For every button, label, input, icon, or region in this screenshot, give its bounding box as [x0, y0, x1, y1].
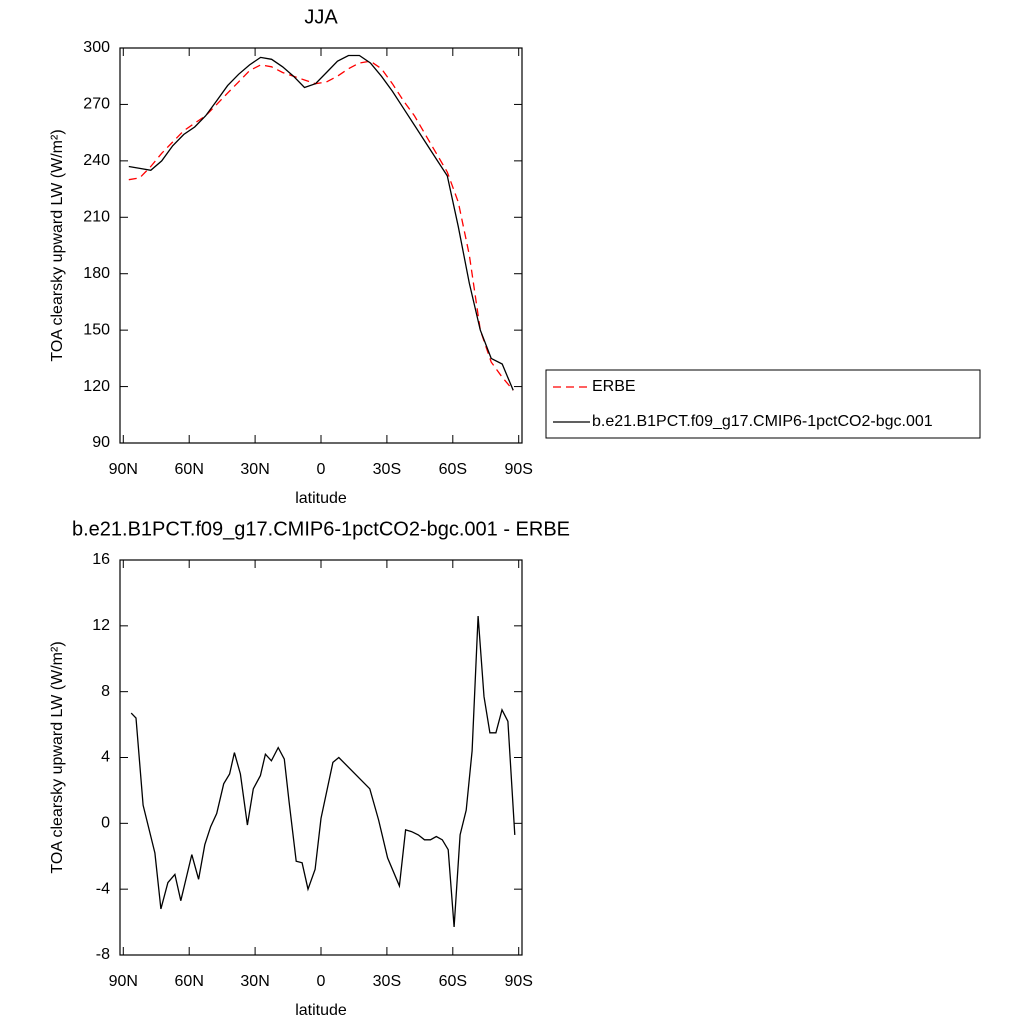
data-line	[128, 54, 514, 391]
y-tick-label: 8	[101, 683, 110, 700]
x-tick-label: 60N	[175, 973, 204, 990]
legend-box	[545, 369, 981, 439]
x-tick-label: 90N	[109, 973, 138, 990]
y-tick-label: 90	[92, 434, 110, 451]
x-tick-label: 30N	[240, 461, 269, 478]
x-tick-label: 30S	[373, 461, 401, 478]
y-tick-label: 16	[92, 551, 110, 568]
y-tick-label: -8	[96, 946, 110, 963]
data-line	[128, 60, 514, 391]
legend-label: ERBE	[592, 378, 636, 395]
x-axis-label: latitude	[295, 1002, 347, 1019]
y-tick-label: 150	[83, 321, 110, 338]
y-tick-label: 270	[83, 96, 110, 113]
x-tick-label: 30N	[240, 973, 269, 990]
y-tick-label: 0	[101, 815, 110, 832]
x-tick-label: 0	[317, 973, 326, 990]
y-tick-label: 240	[83, 152, 110, 169]
y-tick-label: -4	[96, 880, 110, 897]
x-tick-label: 90S	[504, 973, 532, 990]
x-tick-label: 60S	[439, 973, 467, 990]
x-tick-label: 0	[317, 461, 326, 478]
x-tick-label: 90N	[109, 461, 138, 478]
plot-frame	[119, 47, 523, 444]
chart-title: JJA	[304, 6, 338, 28]
y-axis-label: TOA clearsky upward LW (W/m²)	[49, 641, 66, 873]
x-axis-label: latitude	[295, 490, 347, 507]
y-tick-label: 12	[92, 617, 110, 634]
y-tick-label: 210	[83, 209, 110, 226]
y-tick-label: 120	[83, 378, 110, 395]
y-tick-label: 4	[101, 749, 110, 766]
x-tick-label: 60N	[175, 461, 204, 478]
y-tick-label: 300	[83, 39, 110, 56]
legend-label: b.e21.B1PCT.f09_g17.CMIP6-1pctCO2-bgc.00…	[592, 413, 933, 430]
x-tick-label: 60S	[439, 461, 467, 478]
chart-title: b.e21.B1PCT.f09_g17.CMIP6-1pctCO2-bgc.00…	[72, 518, 570, 540]
plot-frame	[119, 559, 523, 956]
x-tick-label: 90S	[504, 461, 532, 478]
y-axis-label: TOA clearsky upward LW (W/m²)	[49, 129, 66, 361]
data-line	[130, 615, 516, 928]
y-tick-label: 180	[83, 265, 110, 282]
x-tick-label: 30S	[373, 973, 401, 990]
